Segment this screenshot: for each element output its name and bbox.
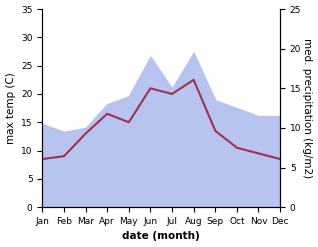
Y-axis label: max temp (C): max temp (C) bbox=[5, 72, 16, 144]
X-axis label: date (month): date (month) bbox=[122, 231, 200, 242]
Y-axis label: med. precipitation (kg/m2): med. precipitation (kg/m2) bbox=[302, 38, 313, 178]
